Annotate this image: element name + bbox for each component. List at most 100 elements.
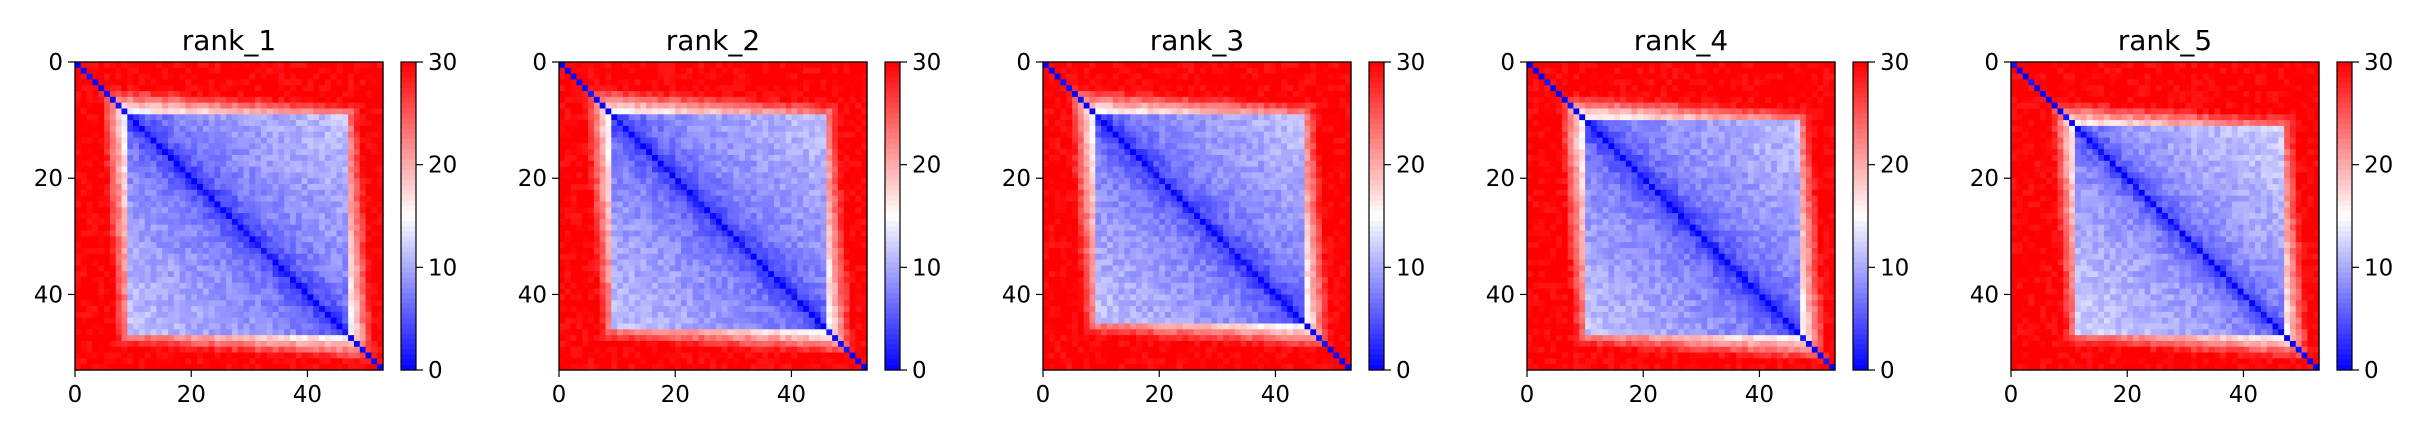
heatmap-cell xyxy=(744,247,752,255)
heatmap-cell xyxy=(371,224,378,232)
heatmap-cell xyxy=(80,85,88,92)
heatmap-cell xyxy=(704,73,711,81)
heatmap-cell xyxy=(837,265,845,272)
heatmap-cell xyxy=(640,149,647,156)
heatmap-cell xyxy=(365,201,372,208)
heatmap-cell xyxy=(295,213,303,220)
heatmap-cell xyxy=(226,253,233,261)
heatmap-cell xyxy=(214,137,221,144)
heatmap-cell xyxy=(675,184,682,191)
heatmap-cell xyxy=(255,62,262,69)
heatmap-cell xyxy=(226,96,233,104)
heatmap-cell xyxy=(231,184,239,191)
heatmap-cell xyxy=(861,218,868,226)
heatmap-cell xyxy=(721,282,729,290)
heatmap-cell xyxy=(98,143,105,150)
colorbar-tick-label: 0 xyxy=(428,358,443,384)
heatmap-cell xyxy=(86,62,94,69)
heatmap-cell xyxy=(220,154,227,162)
heatmap-cell xyxy=(371,294,378,301)
heatmap-cell xyxy=(698,230,705,237)
heatmap-cell xyxy=(138,125,146,133)
heatmap-cell xyxy=(628,189,636,197)
heatmap-cell xyxy=(185,271,192,278)
heatmap-cell xyxy=(744,62,752,69)
heatmap-cell xyxy=(255,236,262,243)
heatmap-cell xyxy=(640,271,647,278)
heatmap-cell xyxy=(272,224,279,232)
heatmap-cell xyxy=(634,277,641,284)
heatmap-cell xyxy=(307,271,314,278)
heatmap-cell xyxy=(226,91,233,98)
heatmap-cell xyxy=(208,277,216,284)
heatmap-cell xyxy=(237,300,245,307)
heatmap-cell xyxy=(837,259,845,266)
heatmap-cell xyxy=(92,143,99,150)
heatmap-cell xyxy=(202,282,210,290)
heatmap-cell xyxy=(272,114,279,121)
heatmap-cell xyxy=(150,358,157,365)
heatmap-cell xyxy=(570,102,578,110)
heatmap-cell xyxy=(348,207,355,214)
heatmap-cell xyxy=(80,236,88,243)
heatmap-cell xyxy=(202,247,210,255)
heatmap-cell xyxy=(255,224,262,232)
heatmap-cell xyxy=(295,189,303,197)
heatmap-cell xyxy=(144,108,152,115)
heatmap-cell xyxy=(185,160,192,168)
heatmap-cell xyxy=(348,160,355,168)
heatmap-cell xyxy=(611,201,618,208)
heatmap-cell xyxy=(617,79,624,86)
heatmap-cell xyxy=(202,213,210,220)
heatmap-cell xyxy=(791,154,798,162)
heatmap-cell xyxy=(762,218,769,226)
heatmap-cell xyxy=(785,125,793,133)
colorbar-segment xyxy=(401,164,416,171)
heatmap-cell xyxy=(605,224,612,232)
heatmap-cell xyxy=(681,288,688,296)
heatmap-cell xyxy=(109,306,117,313)
heatmap-cell xyxy=(559,62,566,69)
heatmap-cell xyxy=(197,329,204,336)
heatmap-cell xyxy=(272,236,279,243)
heatmap-cell xyxy=(727,102,734,110)
heatmap-cell xyxy=(651,236,659,243)
heatmap-cell xyxy=(156,125,163,133)
heatmap-cell xyxy=(220,114,227,121)
heatmap-cell xyxy=(86,218,94,226)
heatmap-cell xyxy=(324,282,332,290)
heatmap-cell xyxy=(733,224,740,232)
heatmap-cell xyxy=(144,335,152,342)
heatmap-cell xyxy=(377,329,384,336)
heatmap-cell xyxy=(133,271,140,278)
heatmap-cell xyxy=(617,184,624,191)
heatmap-cell xyxy=(295,288,303,296)
heatmap-cell xyxy=(92,149,99,156)
heatmap-cell xyxy=(173,160,181,168)
heatmap-cell xyxy=(307,120,314,127)
heatmap-cell xyxy=(220,108,227,115)
heatmap-cell xyxy=(313,213,320,220)
heatmap-cell xyxy=(191,306,198,313)
heatmap-cell xyxy=(202,364,210,371)
heatmap-cell xyxy=(559,184,566,191)
heatmap-cell xyxy=(353,149,361,156)
heatmap-cell xyxy=(599,201,607,208)
heatmap-cell xyxy=(249,364,256,371)
heatmap-cell xyxy=(266,358,274,365)
heatmap-cell xyxy=(663,85,671,92)
heatmap-cell xyxy=(617,91,624,98)
colorbar-frame xyxy=(400,61,417,371)
heatmap-cell xyxy=(109,242,117,249)
heatmap-cell xyxy=(348,323,355,330)
heatmap-cell xyxy=(570,73,578,81)
heatmap-cell xyxy=(768,253,775,261)
heatmap-cell xyxy=(319,277,326,284)
heatmap-cell xyxy=(622,224,630,232)
heatmap-cell xyxy=(237,114,245,121)
heatmap-cell xyxy=(605,236,612,243)
heatmap-cell xyxy=(826,259,833,266)
heatmap-cell xyxy=(104,85,111,92)
heatmap-cell xyxy=(657,102,665,110)
heatmap-cell xyxy=(359,96,367,104)
